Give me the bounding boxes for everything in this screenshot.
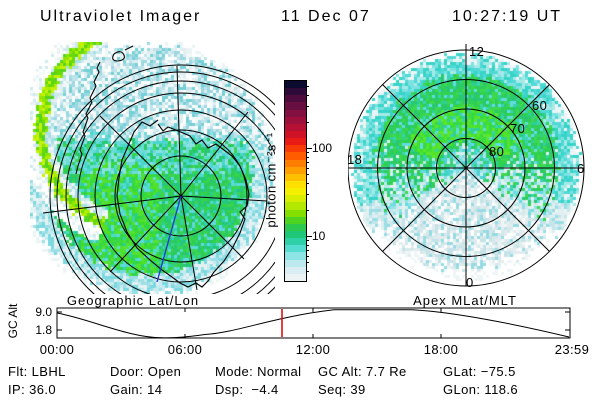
- xtick-2359: 23:59: [554, 342, 590, 357]
- colorbar: [284, 80, 307, 282]
- right-plot-caption: Apex MLat/MLT: [413, 293, 517, 308]
- xtick-0000: 00:00: [39, 342, 75, 357]
- status-seq: Seq: 39: [318, 382, 366, 397]
- status-ip: IP: 36.0: [8, 382, 57, 397]
- gc-alt-timeline: [56, 307, 571, 339]
- mlt-label-6: 6: [577, 161, 585, 176]
- mlat-ring-label-70: 70: [510, 121, 526, 136]
- xtick-1800: 18:00: [423, 342, 459, 357]
- title-date: 11 Dec 07: [281, 8, 371, 25]
- status-gain: Gain: 14: [110, 382, 163, 397]
- xtick-1200: 12:00: [295, 342, 331, 357]
- status-glon: GLon: 118.6: [443, 382, 518, 397]
- status-glat: GLat: −75.5: [443, 364, 516, 379]
- colorbar-units-label: photon cm⁻²s⁻¹: [263, 132, 279, 228]
- status-dsp: Dsp: −4.4: [215, 382, 279, 397]
- mlat-ring-label-60: 60: [532, 98, 548, 113]
- status-flt: Flt: LBHL: [8, 364, 66, 379]
- colorbar-tick-10: 10: [312, 229, 326, 243]
- title-time: 10:27:19 UT: [452, 8, 563, 25]
- gc-alt-curve: [56, 309, 570, 339]
- page-title: Ultraviolet Imager: [40, 8, 202, 25]
- status-gcalt: GC Alt: 7.7 Re: [318, 364, 407, 379]
- left-plot-caption: Geographic Lat/Lon: [66, 293, 200, 308]
- mlt-label-18: 18: [347, 152, 363, 167]
- xtick-0600: 06:00: [167, 342, 203, 357]
- ytick-1.8: 1.8: [35, 323, 52, 337]
- mlat-ring-label-80: 80: [489, 144, 505, 159]
- status-mode: Mode: Normal: [215, 364, 302, 379]
- reference-meridian-line: [156, 195, 182, 283]
- geographic-grid-overlay: [42, 45, 275, 294]
- colorbar-tick-100: 100: [312, 141, 333, 155]
- antarctica-coastline: [75, 45, 250, 288]
- apex-grid-overlay: [348, 44, 585, 287]
- ytick-9: 9.0: [35, 305, 52, 319]
- mlt-label-0: 0: [466, 275, 474, 290]
- status-door: Door: Open: [110, 364, 182, 379]
- timeline-ylabel: GC Alt: [6, 303, 20, 339]
- mlt-label-12: 12: [469, 44, 485, 59]
